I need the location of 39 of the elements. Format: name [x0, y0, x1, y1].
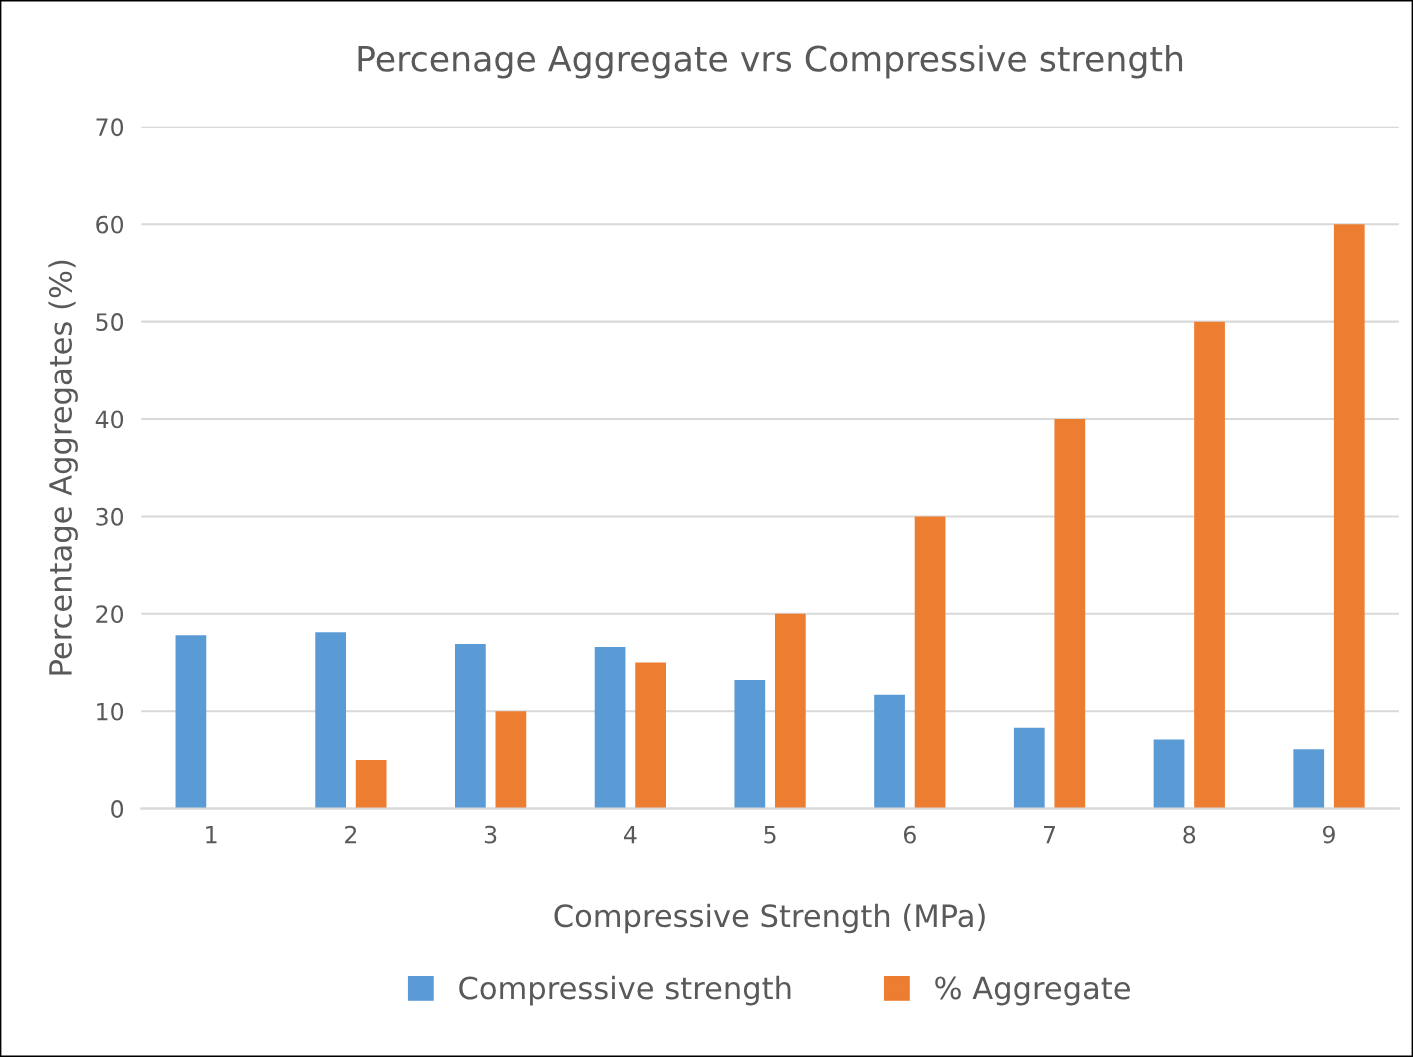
bar: [1333, 224, 1365, 809]
y-tick-label: 20: [96, 605, 124, 624]
legend-label: % Aggregate: [935, 976, 1130, 1006]
bar: [175, 635, 207, 809]
bar: [495, 711, 527, 809]
chart-title: Percenage Aggregate vrs Compressive strength: [358, 44, 1183, 79]
y-tick-label: 30: [96, 507, 124, 526]
x-tick-label: 5: [764, 826, 776, 844]
legend-label: Compressive strength: [459, 975, 791, 1006]
x-tick-label: 1: [206, 826, 217, 844]
y-tick-label: 60: [96, 215, 124, 234]
bar: [1054, 419, 1086, 809]
x-tick-label: 4: [624, 826, 637, 844]
y-tick-label: 10: [97, 702, 124, 721]
x-tick-label: 7: [1043, 826, 1056, 844]
bar: [594, 646, 626, 809]
y-axis-title: Percentage Aggregates (%): [48, 260, 78, 675]
bar: [734, 680, 766, 809]
y-tick-label: 70: [96, 118, 124, 137]
bar: [454, 644, 486, 809]
bar: [1293, 749, 1325, 809]
y-tick-label: 40: [95, 410, 124, 429]
x-tick-label: 8: [1183, 825, 1196, 844]
bar: [355, 759, 387, 809]
y-tick-label: 0: [111, 800, 124, 818]
bar: [874, 694, 905, 809]
bar: [315, 632, 346, 809]
bar: [774, 613, 806, 809]
bar: [914, 516, 946, 809]
bar: [1013, 727, 1045, 809]
bar: [635, 662, 666, 809]
x-tick-label: 2: [345, 825, 357, 844]
x-tick-label: 9: [1322, 825, 1335, 844]
bar: [1194, 321, 1225, 809]
x-tick-label: 3: [484, 825, 497, 844]
y-tick-label: 50: [96, 313, 124, 331]
x-tick-label: 6: [903, 825, 916, 844]
x-axis-title: Compressive Strength (MPa): [554, 903, 985, 934]
bar: [1153, 739, 1185, 809]
